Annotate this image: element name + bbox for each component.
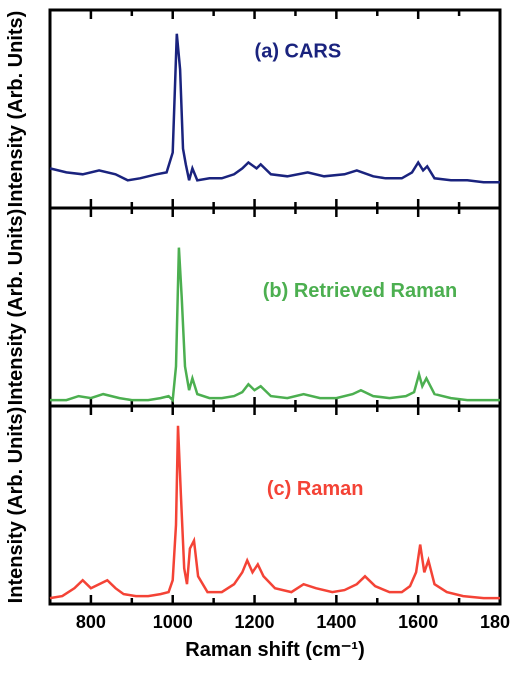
trace-b (50, 248, 500, 401)
panel-label-a: (a) CARS (255, 41, 342, 63)
panel-label-b: (b) Retrieved Raman (263, 280, 458, 302)
y-axis-label-a: Intensity (Arb. Units) (5, 11, 27, 208)
x-tick-label: 1000 (153, 612, 193, 632)
x-tick-label: 1200 (235, 612, 275, 632)
x-tick-label: 1800 (480, 612, 510, 632)
x-axis-label: Raman shift (cm⁻¹) (185, 639, 364, 661)
y-axis-label-b: Intensity (Arb. Units) (5, 209, 27, 406)
x-tick-label: 800 (76, 612, 106, 632)
spectra-chart: (a) CARS Intensity (Arb. Units) (b) Retrie… (0, 0, 510, 692)
x-tick-label: 1400 (316, 612, 356, 632)
panel-label-c: (c) Raman (267, 478, 364, 500)
trace-c (50, 426, 500, 598)
x-tick-label: 1600 (398, 612, 438, 632)
y-axis-label-c: Intensity (Arb. Units) (5, 407, 27, 604)
